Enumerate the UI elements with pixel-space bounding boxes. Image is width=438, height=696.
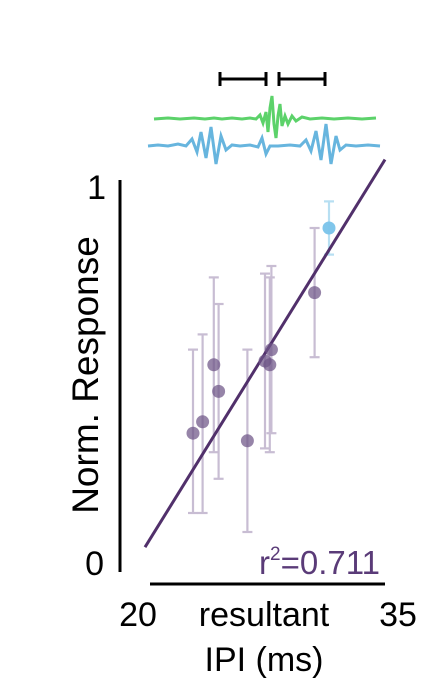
y-tick-label-bottom: 0 — [85, 545, 104, 583]
trace-bottom — [147, 123, 381, 165]
data-point-7 — [263, 358, 277, 372]
regression-line — [143, 158, 387, 548]
data-point-9 — [308, 286, 322, 300]
data-point-5 — [240, 434, 254, 448]
x-axis-label-line1: resultant — [199, 596, 330, 634]
y-tick-label-top: 1 — [87, 169, 106, 207]
fit-line-group — [143, 158, 387, 548]
data-point-8 — [264, 343, 278, 357]
x-axis-label-line2: IPI (ms) — [205, 641, 324, 679]
data-point-highlight-10 — [322, 221, 336, 235]
x-tick-label-right: 35 — [379, 596, 417, 634]
data-point-3 — [207, 358, 221, 372]
r-squared-superscript: 2 — [270, 544, 281, 565]
data-point-1 — [186, 426, 200, 440]
scale-bar-right — [277, 72, 327, 86]
data-point-2 — [196, 415, 210, 429]
x-tick-label-left: 20 — [119, 596, 157, 634]
scale-bar-left — [218, 72, 268, 86]
y-axis-label: Norm. Response — [65, 236, 106, 514]
r-squared-annotation: r2=0.711 — [259, 544, 380, 581]
r-squared-value: =0.711 — [281, 544, 380, 581]
r-squared-symbol: r — [259, 544, 270, 581]
data-points — [186, 221, 336, 448]
data-point-4 — [212, 384, 226, 398]
trace-top — [153, 95, 377, 139]
inset-traces — [147, 72, 381, 165]
